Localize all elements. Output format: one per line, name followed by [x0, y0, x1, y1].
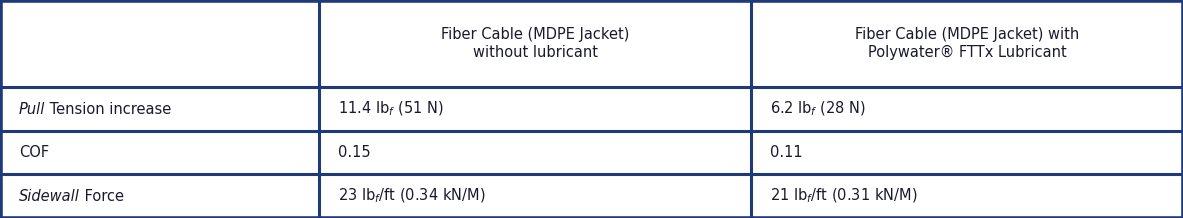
Text: Fiber Cable (MDPE Jacket) with
Polywater® FTTx Lubricant: Fiber Cable (MDPE Jacket) with Polywater…	[855, 27, 1079, 60]
Text: 6.2 lb$_f$ (28 N): 6.2 lb$_f$ (28 N)	[770, 100, 866, 118]
Text: Force: Force	[79, 189, 124, 204]
Text: COF: COF	[19, 145, 49, 160]
Text: Pull: Pull	[19, 102, 45, 116]
Text: Fiber Cable (MDPE Jacket)
without lubricant: Fiber Cable (MDPE Jacket) without lubric…	[441, 27, 629, 60]
Text: 0.11: 0.11	[770, 145, 803, 160]
Text: Tension increase: Tension increase	[45, 102, 172, 116]
Text: 21 lb$_f$/ft (0.31 kN/M): 21 lb$_f$/ft (0.31 kN/M)	[770, 187, 918, 205]
Text: 23 lb$_f$/ft (0.34 kN/M): 23 lb$_f$/ft (0.34 kN/M)	[338, 187, 486, 205]
Text: 11.4 lb$_f$ (51 N): 11.4 lb$_f$ (51 N)	[338, 100, 444, 118]
Text: Sidewall: Sidewall	[19, 189, 79, 204]
Text: 0.15: 0.15	[338, 145, 371, 160]
